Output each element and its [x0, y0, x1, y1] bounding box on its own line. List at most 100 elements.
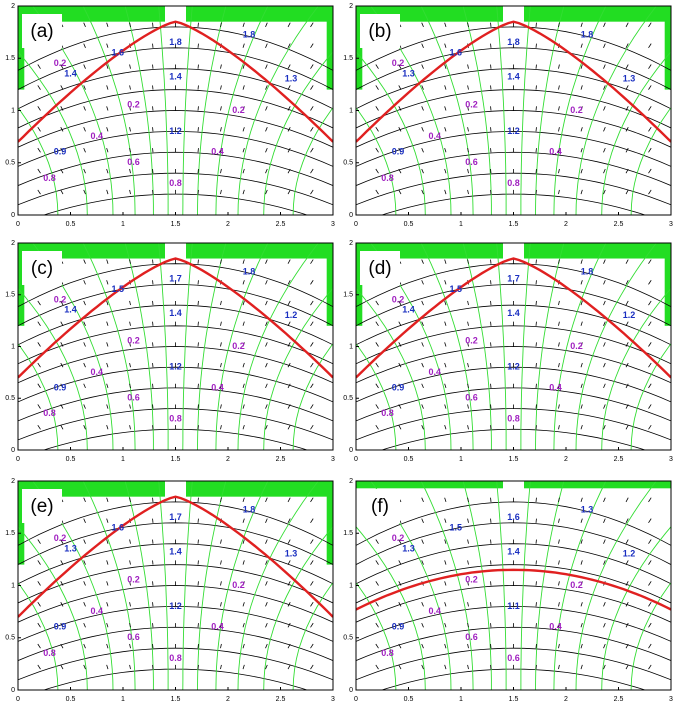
arrow [625, 85, 629, 90]
arrow [421, 85, 424, 90]
arrow [444, 602, 447, 607]
contour-label: 1.8 [169, 37, 182, 47]
arrow [265, 560, 268, 565]
y-tick-label: 1.5 [343, 55, 353, 62]
arrow [375, 560, 379, 565]
arrow [580, 22, 583, 28]
green-contour [182, 243, 193, 450]
arrow [265, 362, 268, 368]
arrow [129, 383, 131, 388]
x-tick-label: 1 [459, 221, 463, 228]
arrow [648, 85, 652, 90]
arrow [625, 189, 629, 195]
contour-label: 0.8 [507, 413, 520, 423]
green-contour [18, 51, 88, 215]
arrow [106, 581, 109, 586]
arrow [558, 168, 560, 174]
arrow [421, 321, 424, 326]
contour-label: 1.1 [507, 601, 520, 611]
arrow [603, 425, 606, 430]
arrow [83, 127, 86, 132]
green-contour [630, 342, 671, 450]
arrow [603, 85, 606, 90]
contour-label: 0.2 [127, 100, 140, 110]
arrow [287, 404, 291, 409]
green-contour [553, 6, 607, 215]
arrow [558, 85, 560, 90]
arrow [310, 85, 314, 90]
arrow [106, 404, 109, 409]
green-contour [215, 6, 269, 215]
arrow [129, 560, 131, 565]
x-tick-label: 0 [354, 456, 358, 463]
arrow [310, 168, 314, 174]
green-contour [237, 481, 319, 690]
contour-label: 1.2 [285, 310, 298, 320]
arrow [648, 404, 652, 409]
interface-line [356, 257, 671, 379]
arrow [37, 127, 41, 132]
green-contour [292, 342, 333, 450]
contour-label: 0.6 [127, 393, 140, 403]
arrow [398, 664, 402, 670]
arrow [648, 602, 652, 607]
arrow [580, 602, 583, 607]
arrow [648, 643, 652, 649]
arrow [648, 22, 652, 28]
arrow [242, 602, 245, 607]
arrow [242, 643, 245, 649]
arrow [242, 581, 245, 586]
arrow [603, 43, 606, 48]
arrow [220, 300, 222, 306]
contour-label: 0.9 [392, 147, 405, 157]
arrow [265, 259, 268, 264]
arrow [129, 85, 131, 90]
y-tick-label: 2 [11, 3, 15, 10]
arrow [467, 497, 469, 502]
arrow [558, 560, 560, 565]
arrow [106, 362, 109, 368]
arrow [265, 622, 268, 628]
arrow [37, 424, 41, 430]
arrow [421, 425, 424, 430]
arrow [580, 425, 583, 430]
x-tick-label: 3 [669, 456, 673, 463]
x-tick-label: 0 [16, 696, 20, 703]
arrow [106, 383, 109, 389]
arrow [83, 321, 86, 326]
arrow [287, 147, 291, 153]
arrow [60, 539, 64, 544]
arrow [265, 518, 268, 523]
green-strip [18, 243, 25, 326]
arrow [558, 518, 560, 523]
arrow [625, 602, 629, 607]
arrow [220, 581, 222, 586]
arrow [265, 189, 268, 195]
arrow [265, 280, 268, 285]
arrow [398, 424, 402, 430]
arrow [242, 43, 245, 48]
arrow [220, 560, 222, 565]
arrow [603, 106, 606, 111]
arrow [398, 560, 402, 565]
arrow [129, 148, 131, 153]
arrow [60, 404, 64, 409]
arrow [60, 342, 64, 347]
arrow [287, 362, 291, 368]
arrow [265, 22, 268, 28]
arrow [83, 664, 86, 670]
arrow [421, 497, 424, 503]
arrow [310, 497, 314, 503]
arrow [603, 664, 606, 670]
contour-label: 1.3 [285, 549, 298, 559]
contour-label: 1.7 [169, 274, 182, 284]
green-contour [356, 51, 426, 215]
contour-label: 1.4 [64, 68, 77, 78]
contour-label: 1.4 [169, 308, 182, 318]
arrow [421, 106, 424, 111]
arrow [398, 106, 402, 111]
arrow [310, 383, 314, 389]
contour-label: 0.2 [232, 105, 245, 115]
arrow [60, 85, 64, 90]
